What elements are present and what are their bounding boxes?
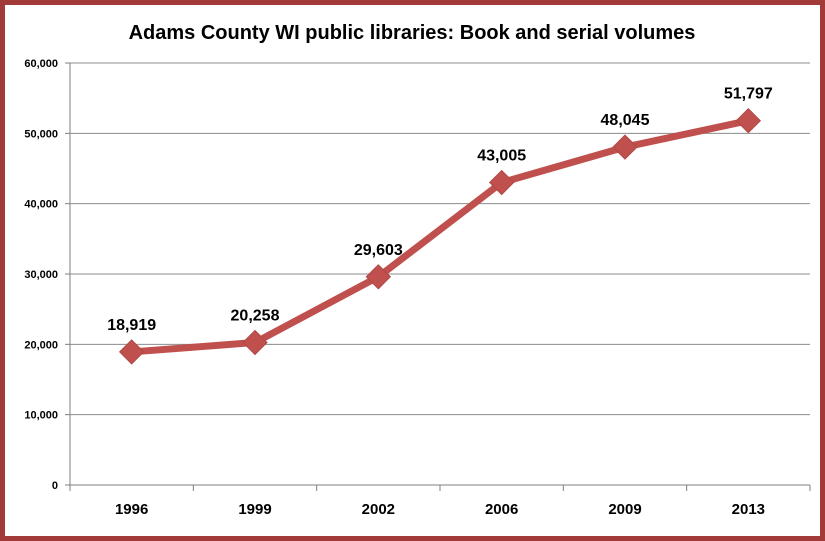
x-tick-label: 2002 — [362, 501, 395, 518]
y-tick-label: 50,000 — [24, 128, 58, 140]
y-tick-label: 60,000 — [24, 58, 58, 70]
x-tick-label: 2013 — [732, 501, 765, 518]
series-line — [128, 117, 752, 356]
data-label: 18,919 — [107, 317, 156, 334]
data-point-marker — [118, 339, 145, 365]
x-tick-label: 1999 — [238, 501, 271, 518]
y-tick-label: 30,000 — [24, 269, 58, 281]
gridlines — [70, 62, 810, 416]
y-tick-label: 0 — [52, 480, 58, 492]
data-label: 48,045 — [601, 112, 650, 129]
data-label: 29,603 — [354, 242, 403, 259]
data-point-marker — [365, 264, 392, 290]
x-tick-label: 1996 — [115, 501, 148, 518]
data-label: 51,797 — [724, 86, 773, 103]
x-tick-label: 2006 — [485, 501, 518, 518]
y-axis-ticks: 0 10,000 20,000 30,000 40,000 50,000 60,000 — [24, 58, 58, 492]
data-label: 43,005 — [477, 148, 526, 165]
data-label: 20,258 — [231, 308, 280, 325]
data-point-marker — [488, 169, 515, 196]
series-volumes — [118, 107, 762, 365]
y-tick-label: 20,000 — [24, 339, 58, 351]
data-point-marker — [735, 107, 762, 134]
y-tick-label: 10,000 — [24, 410, 58, 422]
data-point-marker — [242, 329, 268, 356]
x-axis-ticks: 1996 1999 2002 2006 2009 2013 — [115, 501, 765, 518]
data-labels: 18,919 20,258 29,603 43,005 48,045 51,797 — [107, 86, 773, 334]
data-point-marker — [612, 134, 638, 160]
axes — [65, 62, 811, 491]
y-tick-label: 40,000 — [24, 199, 58, 211]
chart-title: Adams County WI public libraries: Book a… — [129, 22, 696, 44]
x-tick-label: 2009 — [608, 501, 641, 518]
